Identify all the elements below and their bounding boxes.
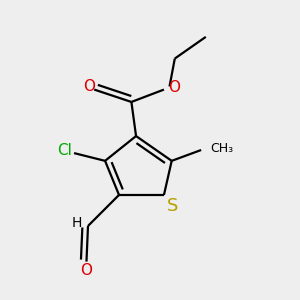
Text: Cl: Cl bbox=[57, 143, 72, 158]
Text: O: O bbox=[80, 263, 92, 278]
Text: O: O bbox=[84, 79, 96, 94]
Text: O: O bbox=[168, 80, 180, 94]
Text: S: S bbox=[167, 197, 178, 215]
Text: H: H bbox=[71, 216, 82, 230]
Text: CH₃: CH₃ bbox=[210, 142, 234, 155]
